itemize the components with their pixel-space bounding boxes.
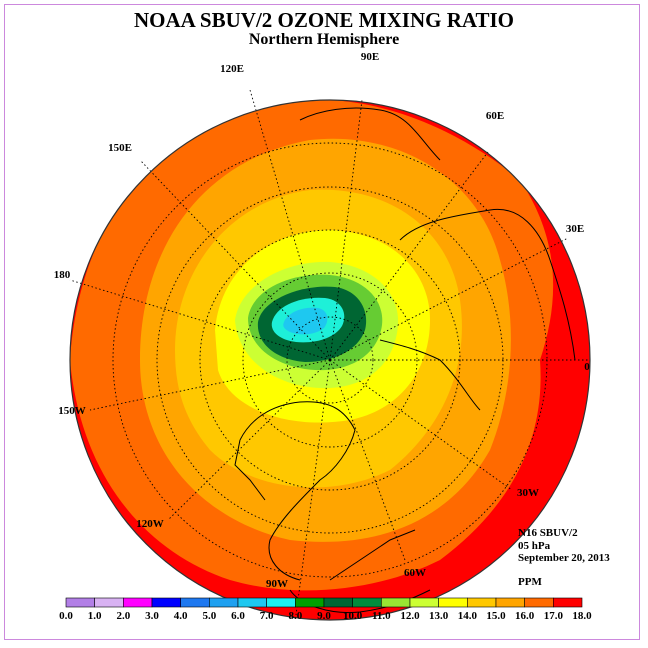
lon-label-30w: 30W bbox=[517, 487, 539, 499]
colorbar-tick-label: 8.0 bbox=[288, 610, 302, 622]
colorbar-tick-label: 3.0 bbox=[145, 610, 159, 622]
colorbar-swatch bbox=[94, 597, 124, 608]
colorbar-swatch bbox=[266, 597, 296, 608]
lon-label-180: 180 bbox=[54, 269, 71, 281]
map-title: NOAA SBUV/2 OZONE MIXING RATIO bbox=[134, 8, 514, 32]
longitude-labels: 90E 60E 30E 0 30W 60W 90W 120W 150W 180 … bbox=[54, 51, 591, 590]
colorbar-swatch bbox=[323, 597, 353, 608]
map-boundary bbox=[69, 99, 591, 621]
colorbar-swatch bbox=[495, 597, 525, 608]
colorbar-swatch bbox=[123, 597, 153, 608]
lon-label-30e: 30E bbox=[566, 223, 584, 235]
map-subtitle: Northern Hemisphere bbox=[248, 31, 400, 48]
lon-label-60e: 60E bbox=[486, 110, 504, 122]
lon-label-120e: 120E bbox=[220, 63, 244, 75]
colorbar-tick-label: 4.0 bbox=[174, 610, 188, 622]
colorbar-swatch bbox=[381, 597, 411, 608]
colorbar-swatch bbox=[467, 597, 497, 608]
colorbar-swatch bbox=[295, 597, 325, 608]
colorbar-tick-label: 15.0 bbox=[486, 610, 506, 622]
colorbar-tick-label: 7.0 bbox=[260, 610, 274, 622]
pressure-level-label: 05 hPa bbox=[518, 540, 551, 552]
colorbar-tick-label: 17.0 bbox=[544, 610, 564, 622]
colorbar-swatch bbox=[209, 597, 239, 608]
colorbar-tick-label: 13.0 bbox=[429, 610, 449, 622]
graticule bbox=[69, 89, 590, 616]
colorbar-swatch bbox=[65, 597, 95, 608]
colorbar-swatch bbox=[438, 597, 468, 608]
date-label: September 20, 2013 bbox=[518, 552, 610, 564]
colorbar-tick-label: 12.0 bbox=[400, 610, 420, 622]
lon-label-60w: 60W bbox=[404, 567, 426, 579]
colorbar-tick-label: 16.0 bbox=[515, 610, 535, 622]
colorbar-tick-label: 0.0 bbox=[59, 610, 73, 622]
instrument-label: N16 SBUV/2 bbox=[518, 527, 578, 539]
lon-label-150w: 150W bbox=[58, 405, 86, 417]
colorbar-swatch bbox=[553, 597, 583, 608]
colorbar-tick-label: 11.0 bbox=[372, 610, 391, 622]
units-label: PPM bbox=[518, 576, 542, 588]
colorbar-swatch bbox=[180, 597, 210, 608]
colorbar-tick-label: 14.0 bbox=[458, 610, 478, 622]
coastlines bbox=[234, 107, 576, 614]
lon-label-90w: 90W bbox=[266, 578, 288, 590]
colorbar-tick-label: 18.0 bbox=[572, 610, 592, 622]
lon-label-0: 0 bbox=[584, 361, 590, 373]
lon-label-90e: 90E bbox=[361, 51, 379, 63]
colorbar-tick-label: 6.0 bbox=[231, 610, 245, 622]
lon-label-150e: 150E bbox=[108, 142, 132, 154]
colorbar-swatch bbox=[409, 597, 439, 608]
colorbar-tick-label: 5.0 bbox=[202, 610, 216, 622]
colorbar-swatch bbox=[352, 597, 382, 608]
lon-label-120w: 120W bbox=[136, 518, 164, 530]
colorbar-tick-label: 2.0 bbox=[116, 610, 130, 622]
ozone-band-7 bbox=[283, 307, 328, 335]
colorbar: 0.0 1.0 2.0 3.0 4.0 5.0 6.0 7.0 8.0 9.0 10.0 11.0 12… bbox=[59, 597, 592, 622]
colorbar-swatch bbox=[237, 597, 267, 608]
colorbar-swatch bbox=[524, 597, 554, 608]
colorbar-swatch bbox=[151, 597, 181, 608]
figure-frame bbox=[4, 4, 640, 640]
colorbar-tick-label: 9.0 bbox=[317, 610, 331, 622]
colorbar-tick-label: 10.0 bbox=[343, 610, 363, 622]
colorbar-tick-label: 1.0 bbox=[88, 610, 102, 622]
